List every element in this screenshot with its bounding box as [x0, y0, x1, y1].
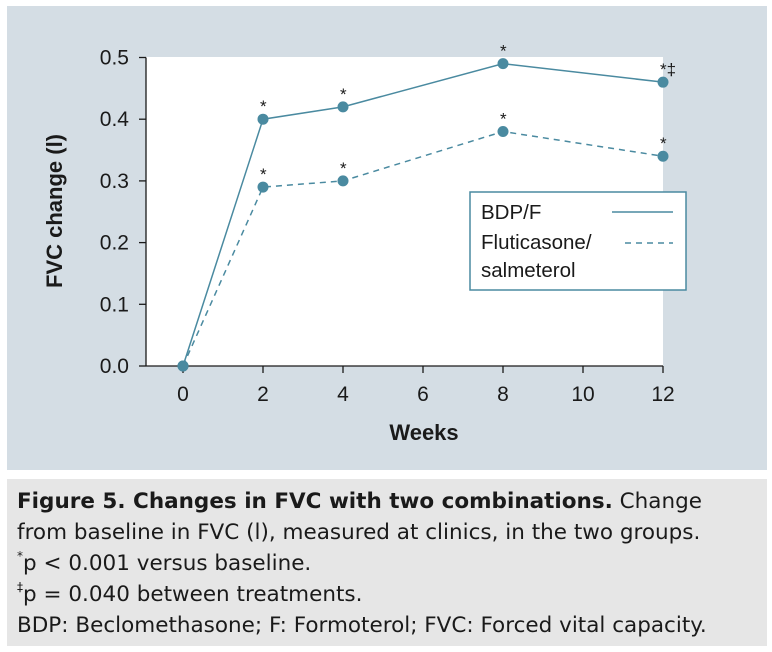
x-tick-label: 10	[571, 383, 594, 406]
significance-marker-fluticasone-salmeterol: *	[260, 165, 267, 184]
figure-caption: Figure 5. Changes in FVC with two combin…	[17, 486, 762, 641]
legend-label-bdpf: BDP/F	[481, 201, 541, 224]
data-point-fluticasone-salmeterol	[177, 360, 189, 372]
series-layer: * * * *‡ * * * *	[177, 42, 676, 372]
x-tick-label: 4	[337, 383, 349, 406]
legend-label-fluticasone-line1: Fluticasone/	[481, 231, 592, 254]
y-tick-label: 0.1	[100, 293, 129, 316]
y-tick-label: 0.5	[100, 47, 129, 70]
significance-marker-bdpf: *‡	[660, 60, 676, 79]
y-tick-label: 0.2	[100, 232, 129, 255]
caption-title-rest: Change	[612, 489, 702, 514]
caption-title: Figure 5. Changes in FVC with two combin…	[17, 489, 613, 514]
legend-label-fluticasone-line2: salmeterol	[481, 259, 576, 282]
note-1-text: p < 0.001 versus baseline.	[23, 551, 312, 576]
legend-box	[469, 191, 687, 291]
caption-panel: Figure 5. Changes in FVC with two combin…	[7, 479, 767, 646]
x-tick-label: 8	[497, 383, 509, 406]
significance-marker-fluticasone-salmeterol: *	[660, 134, 667, 153]
fvc-chart: 0.0 0.1 0.2 0.3 0.4 0.5 0 2 4 6 8 10 12 * * * *‡ * * * * FV…	[42, 42, 687, 445]
x-tick-label: 0	[177, 383, 189, 406]
axes: 0.0 0.1 0.2 0.3 0.4 0.5 0 2 4 6 8 10 12	[100, 47, 675, 407]
y-tick-label: 0.0	[100, 355, 129, 378]
y-tick-label: 0.4	[100, 108, 130, 131]
data-point-fluticasone-salmeterol	[257, 181, 269, 193]
significance-marker-bdpf: *	[260, 97, 267, 116]
x-axis-title: Weeks	[389, 420, 458, 445]
caption-line-2: from baseline in FVC (l), measured at cl…	[17, 520, 701, 545]
caption-abbreviations: BDP: Beclomethasone; F: Formoterol; FVC:…	[17, 613, 707, 638]
data-point-fluticasone-salmeterol	[497, 126, 509, 138]
legend: BDP/F Fluticasone/ salmeterol	[469, 191, 687, 291]
significance-marker-bdpf: *	[340, 85, 347, 104]
note-symbol-double-dagger: ‡	[17, 580, 23, 594]
significance-marker-fluticasone-salmeterol: *	[500, 110, 507, 129]
x-tick-label: 6	[417, 383, 429, 406]
data-point-fluticasone-salmeterol	[657, 150, 669, 162]
y-axis-title: FVC change (l)	[42, 134, 67, 288]
data-point-bdpf	[257, 113, 269, 125]
caption-line-1: Figure 5. Changes in FVC with two combin…	[17, 486, 762, 517]
significance-marker-fluticasone-salmeterol: *	[340, 159, 347, 178]
note-symbol-asterisk: *	[17, 549, 23, 563]
data-point-bdpf	[497, 58, 509, 70]
note-2-text: p = 0.040 between treatments.	[23, 582, 363, 607]
data-point-bdpf	[337, 101, 349, 113]
x-tick-label: 2	[257, 383, 269, 406]
x-tick-label: 12	[651, 383, 674, 406]
significance-marker-bdpf: *	[500, 42, 507, 61]
caption-note-1: *p < 0.001 versus baseline.	[17, 548, 762, 579]
y-tick-label: 0.3	[100, 170, 129, 193]
data-point-bdpf	[657, 76, 669, 88]
data-point-fluticasone-salmeterol	[337, 175, 349, 187]
caption-note-2: ‡p = 0.040 between treatments.	[17, 579, 762, 610]
